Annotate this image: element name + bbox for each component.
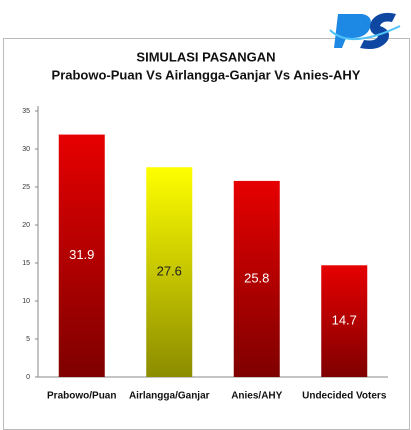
y-tick-label: 20 xyxy=(22,222,30,229)
chart-subtitle: Prabowo-Puan Vs Airlangga-Ganjar Vs Anie… xyxy=(52,67,361,82)
logo xyxy=(329,12,401,49)
y-tick-label: 5 xyxy=(26,336,30,343)
y-tick-label: 35 xyxy=(22,108,30,115)
data-label: 25.8 xyxy=(244,270,269,285)
y-tick-label: 25 xyxy=(22,184,30,191)
bar xyxy=(58,134,105,377)
bar xyxy=(233,180,280,377)
data-label: 27.6 xyxy=(157,264,182,279)
x-tick-label: Prabowo/Puan xyxy=(47,391,116,402)
chart-title: SIMULASI PASANGAN xyxy=(136,49,275,64)
bar xyxy=(146,167,193,377)
y-tick-label: 15 xyxy=(22,260,30,267)
y-tick-label: 10 xyxy=(22,298,30,305)
x-tick-label: Undecided Voters xyxy=(302,391,387,402)
data-label: 14.7 xyxy=(332,313,357,328)
bar xyxy=(321,265,368,377)
y-tick-label: 30 xyxy=(22,146,30,153)
x-tick-label: Anies/AHY xyxy=(231,391,282,402)
y-tick-label: 0 xyxy=(26,374,30,381)
data-label: 31.9 xyxy=(69,247,94,262)
x-tick-label: Airlangga/Ganjar xyxy=(129,391,210,402)
